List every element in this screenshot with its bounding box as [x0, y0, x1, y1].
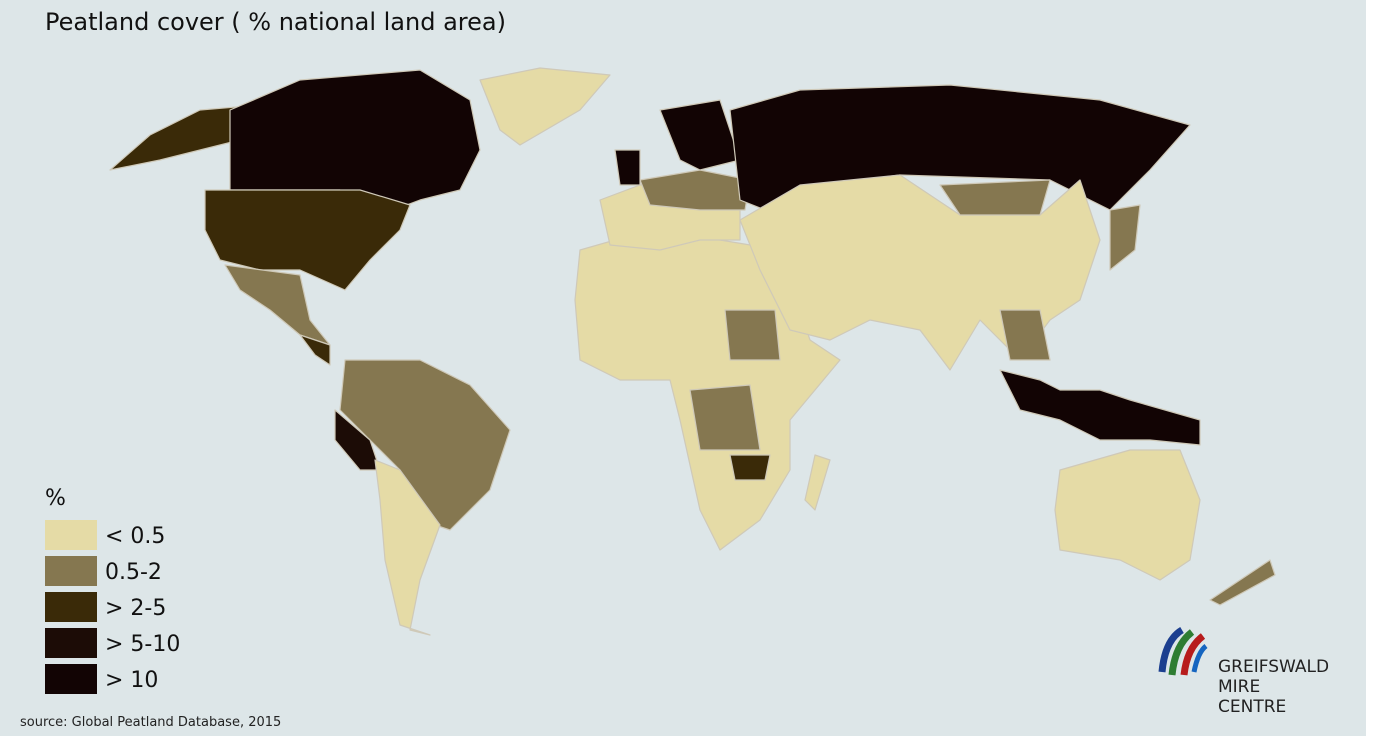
legend-swatch [45, 664, 97, 694]
legend-label: < 0.5 [105, 524, 165, 549]
legend-label: > 10 [105, 668, 158, 693]
japan [1109, 204, 1141, 271]
australia [1054, 449, 1201, 581]
legend-swatch [45, 592, 97, 622]
logo-line: MIRE [1218, 677, 1260, 697]
legend-swatch [45, 628, 97, 658]
logo [1158, 626, 1208, 676]
legend-swatch [45, 520, 97, 550]
legend: < 0.5 0.5-2 > 2-5 > 5-10 > 10 [45, 520, 180, 694]
legend-label: 0.5-2 [105, 560, 162, 585]
scandinavia [659, 99, 741, 171]
argentina [374, 459, 441, 636]
new-zealand [1209, 559, 1276, 606]
source: source: Global Peatland Database, 2015 [20, 715, 281, 730]
indonesia [999, 369, 1201, 446]
greenland [479, 67, 611, 146]
logo-line: CENTRE [1218, 697, 1286, 717]
logo-stroke [1180, 633, 1206, 676]
legend-label: > 5-10 [105, 632, 180, 657]
legend-swatch [45, 556, 97, 586]
peru [334, 409, 381, 471]
southeast-asia [999, 309, 1051, 361]
title: Peatland cover ( % national land area) [45, 8, 506, 36]
brazil [339, 359, 511, 531]
logo-stroke [1168, 629, 1195, 676]
legend-label: > 2-5 [105, 596, 166, 621]
border [1366, 0, 1376, 746]
zambia [729, 454, 771, 481]
uk [614, 149, 641, 186]
mongolia [939, 179, 1051, 216]
legend-title: % [45, 486, 66, 511]
logo-stroke [1191, 644, 1208, 673]
logo-stroke [1158, 626, 1184, 673]
usa [204, 189, 411, 291]
madagascar [804, 454, 831, 511]
logo-line: GREIFSWALD [1218, 657, 1329, 677]
sudan [724, 309, 781, 361]
central-america [299, 334, 331, 366]
congo [689, 384, 761, 451]
